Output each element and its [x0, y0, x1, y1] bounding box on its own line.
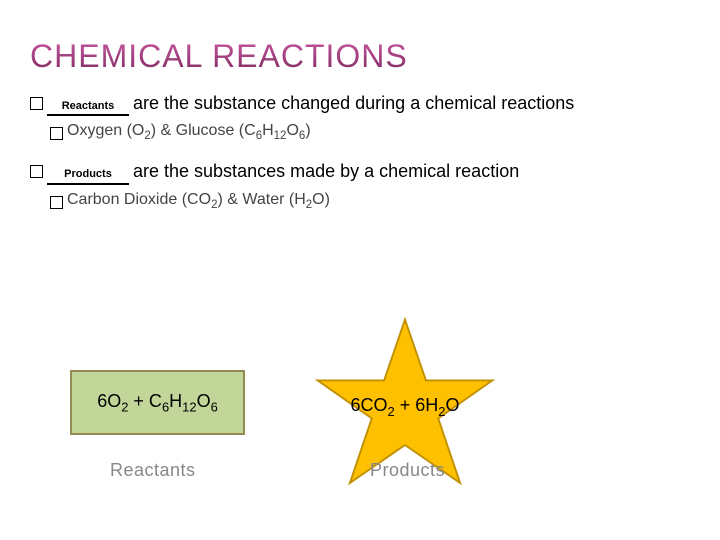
sub-products: Carbon Dioxide (CO2) & Water (H2O)	[50, 191, 690, 211]
label-reactants: Reactants	[110, 460, 196, 481]
blank-products: Products	[47, 167, 129, 184]
label-products: Products	[370, 460, 445, 481]
products-text: are the substances made by a chemical re…	[133, 161, 519, 181]
reactants-formula: 6O2 + C6H12O6	[97, 391, 218, 415]
bullet-products: Productsare the substances made by a che…	[30, 160, 690, 184]
products-example: Carbon Dioxide (CO2) & Water (H2O)	[67, 191, 330, 211]
checkbox-icon	[30, 97, 43, 110]
checkbox-icon	[50, 196, 63, 209]
bullet-reactants: Reactantsare the substance changed durin…	[30, 92, 690, 116]
sub-reactants: Oxygen (O2) & Glucose (C6H12O6)	[50, 122, 690, 142]
reactants-text: are the substance changed during a chemi…	[133, 93, 574, 113]
products-line: Productsare the substances made by a che…	[47, 160, 519, 184]
page-title: CHEMICAL REACTIONS	[30, 38, 408, 75]
checkbox-icon	[30, 165, 43, 178]
content-area: Reactantsare the substance changed durin…	[30, 92, 690, 229]
blank-reactants: Reactants	[47, 99, 129, 116]
reactants-line: Reactantsare the substance changed durin…	[47, 92, 574, 116]
reactants-box: 6O2 + C6H12O6	[70, 370, 245, 435]
products-formula: 6CO2 + 6H2O	[351, 395, 460, 419]
reactants-example: Oxygen (O2) & Glucose (C6H12O6)	[67, 122, 311, 142]
checkbox-icon	[50, 127, 63, 140]
reaction-diagram: 6O2 + C6H12O6 6CO2 + 6H2O Reactants Prod…	[0, 330, 720, 540]
